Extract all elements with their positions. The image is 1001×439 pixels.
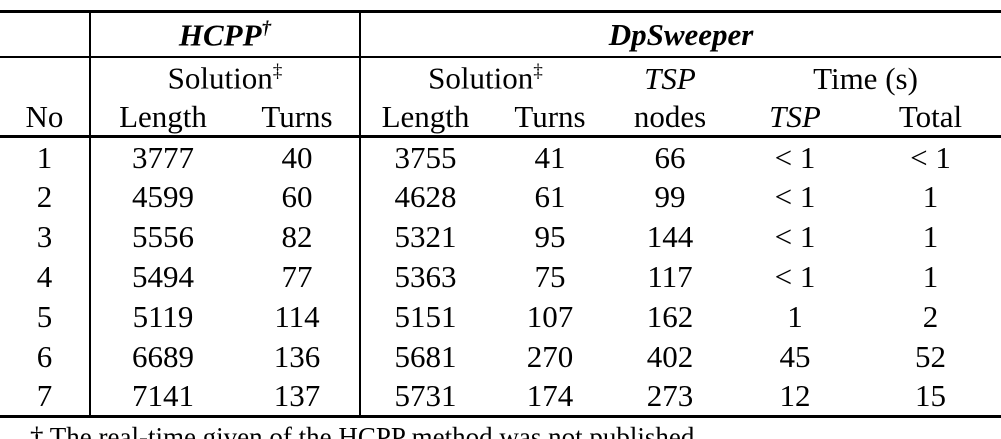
table-row: 6 6689 136 5681 270 402 45 52 bbox=[0, 336, 1001, 377]
header-length-hcpp: Length bbox=[90, 98, 235, 138]
header-time-group: Time (s) bbox=[813, 60, 918, 96]
cell-total-time: 15 bbox=[860, 376, 1001, 418]
header-total: Total bbox=[860, 98, 1001, 138]
header-solution-dp: Solution‡ bbox=[360, 57, 610, 99]
cell-hcpp-length: 3777 bbox=[132, 139, 194, 175]
cell-hcpp-length: 4599 bbox=[132, 179, 194, 214]
cell-dp-length: 5731 bbox=[360, 376, 490, 418]
cell-dp-length: 5321 bbox=[394, 219, 457, 254]
header-no: No bbox=[0, 98, 91, 138]
cell-no: 2 bbox=[0, 176, 91, 217]
header-nodes: nodes bbox=[610, 98, 730, 138]
cell-tsp-time: 1 bbox=[787, 299, 803, 334]
hcpp-label: HCPP bbox=[178, 16, 262, 52]
cell-no: 6 bbox=[0, 336, 91, 377]
cell-tsp-time: < 1 bbox=[774, 139, 816, 175]
solution-label: Solution bbox=[167, 60, 273, 96]
cell-total-time: 1 bbox=[922, 259, 939, 294]
sub-header-row: Solution‡ Solution‡ TSP Time (s) bbox=[0, 56, 1001, 99]
header-empty bbox=[0, 56, 91, 99]
cell-hcpp-turns: 40 bbox=[235, 136, 361, 177]
cell-tsp-nodes: 99 bbox=[654, 179, 686, 214]
cell-no: 5 bbox=[0, 296, 91, 337]
cell-dp-turns: 75 bbox=[534, 259, 566, 294]
cell-tsp-time: < 1 bbox=[774, 219, 816, 254]
table-row: 1 3777 40 3755 41 66 < 1 < 1 bbox=[0, 136, 1001, 177]
cell-hcpp-length: 5119 bbox=[132, 299, 194, 334]
cell-tsp-nodes: 144 bbox=[646, 219, 694, 254]
cell-hcpp-turns: 60 bbox=[235, 176, 361, 217]
cell-hcpp-turns: 82 bbox=[235, 216, 361, 257]
cell-tsp-time: < 1 bbox=[774, 179, 816, 214]
results-table: HCPP† DpSweeper Solution‡ Solution‡ TSP … bbox=[0, 10, 1001, 418]
cell-dp-turns: 270 bbox=[526, 339, 574, 374]
cell-total-time: 1 bbox=[922, 219, 939, 254]
header-tsp-time: TSP bbox=[730, 98, 860, 138]
cell-hcpp-turns: 137 bbox=[235, 376, 361, 418]
cell-no: 1 bbox=[0, 136, 91, 177]
cell-hcpp-turns: 136 bbox=[235, 336, 361, 377]
cell-hcpp-turns: 77 bbox=[235, 256, 361, 297]
cell-dp-turns: 41 bbox=[534, 139, 566, 175]
cell-dp-length: 4628 bbox=[394, 179, 457, 214]
cell-total-time: < 1 bbox=[910, 139, 951, 175]
table-row: 2 4599 60 4628 61 99 < 1 1 bbox=[0, 176, 1001, 217]
cell-total-time: 2 bbox=[922, 299, 939, 334]
header-group-hcpp: HCPP† bbox=[90, 11, 361, 58]
cell-dp-length: 3755 bbox=[394, 139, 457, 175]
header-turns-dp: Turns bbox=[490, 98, 610, 138]
header-turns-hcpp: Turns bbox=[235, 98, 361, 138]
cell-tsp-nodes: 162 bbox=[646, 299, 694, 334]
double-dagger-superscript: ‡ bbox=[272, 61, 283, 83]
cell-dp-turns: 95 bbox=[534, 219, 566, 254]
cell-dp-length: 5681 bbox=[394, 339, 457, 374]
header-tsp-group: TSP bbox=[644, 60, 696, 96]
cell-dp-turns: 61 bbox=[534, 179, 566, 214]
group-header-row: HCPP† DpSweeper bbox=[0, 11, 1001, 58]
cell-tsp-time: 45 bbox=[779, 339, 811, 374]
header-empty bbox=[0, 11, 91, 58]
cell-dp-turns: 174 bbox=[490, 376, 610, 418]
cell-no: 3 bbox=[0, 216, 91, 257]
cell-dp-length: 5363 bbox=[394, 259, 457, 294]
column-header-row: No Length Turns Length Turns nodes TSP T… bbox=[0, 98, 1001, 138]
cell-tsp-nodes: 117 bbox=[647, 259, 693, 294]
table-row: 4 5494 77 5363 75 117 < 1 1 bbox=[0, 256, 1001, 297]
cell-tsp-nodes: 273 bbox=[610, 376, 730, 418]
table-row: 3 5556 82 5321 95 144 < 1 1 bbox=[0, 216, 1001, 257]
dagger-superscript: † bbox=[261, 17, 272, 39]
cell-dp-turns: 107 bbox=[526, 299, 574, 334]
table-row: 7 7141 137 5731 174 273 12 15 bbox=[0, 376, 1001, 418]
cell-hcpp-length: 5556 bbox=[132, 219, 194, 254]
cell-no: 7 bbox=[0, 376, 91, 418]
cell-tsp-nodes: 402 bbox=[646, 339, 694, 374]
footnote-dagger: † The real-time given of the HCPP method… bbox=[30, 422, 695, 439]
solution-label: Solution bbox=[428, 60, 534, 96]
cell-hcpp-length: 7141 bbox=[90, 376, 235, 418]
cell-total-time: 52 bbox=[915, 339, 947, 374]
cell-dp-length: 5151 bbox=[394, 299, 457, 334]
cell-hcpp-length: 6689 bbox=[132, 339, 194, 374]
cell-tsp-nodes: 66 bbox=[654, 139, 686, 175]
table-row: 5 5119 114 5151 107 162 1 2 bbox=[0, 296, 1001, 337]
header-group-dpsweeper: DpSweeper bbox=[360, 11, 1001, 58]
header-length-dp: Length bbox=[360, 98, 490, 138]
cell-hcpp-turns: 114 bbox=[235, 296, 361, 337]
header-solution-hcpp: Solution‡ bbox=[90, 56, 361, 99]
cell-tsp-time: < 1 bbox=[774, 259, 816, 294]
cell-tsp-time: 12 bbox=[730, 376, 860, 418]
dpsweeper-label: DpSweeper bbox=[608, 16, 754, 52]
cell-total-time: 1 bbox=[922, 179, 939, 214]
cell-no: 4 bbox=[0, 256, 91, 297]
cell-hcpp-length: 5494 bbox=[132, 259, 194, 294]
double-dagger-superscript: ‡ bbox=[533, 61, 543, 83]
